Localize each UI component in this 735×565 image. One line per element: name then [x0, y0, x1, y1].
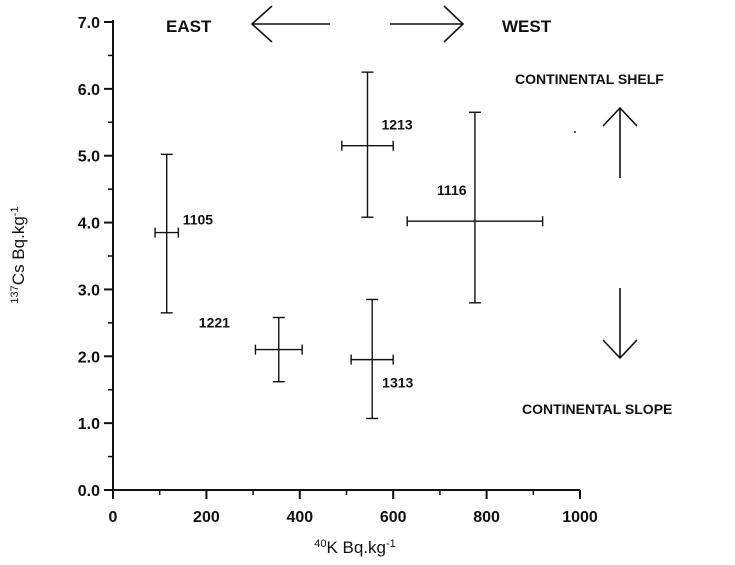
data-point-1221: 1221 [199, 315, 303, 383]
x-tick-label: 1000 [562, 509, 598, 526]
data-point-1116: 1116 [406, 111, 544, 304]
axis-ticks: 0.0 1.0 2.0 3.0 4.0 5.0 6.0 7.0 0 200 400 600 800 100… [78, 15, 598, 526]
x-tick-label: 200 [193, 509, 220, 526]
stray-dot [574, 131, 576, 133]
x-tick-label: 800 [473, 509, 500, 526]
y-tick-label: 2.0 [78, 349, 100, 366]
point-label: 1221 [199, 315, 230, 331]
data-points: 1105 1213 1116 1221 1313 [154, 71, 544, 420]
west-label: WEST [502, 17, 552, 36]
up-arrow-icon [602, 106, 638, 178]
point-label: 1313 [382, 375, 413, 391]
right-arrow-icon [390, 5, 465, 43]
y-tick-label: 5.0 [78, 149, 100, 166]
continental-shelf-label: CONTINENTAL SHELF [515, 71, 664, 87]
y-tick-label: 6.0 [78, 82, 100, 99]
y-tick-label: 0.0 [78, 483, 100, 500]
x-tick-label: 0 [109, 509, 118, 526]
y-tick-label: 1.0 [78, 416, 100, 433]
y-tick-label: 3.0 [78, 282, 100, 299]
y-tick-label: 4.0 [78, 216, 100, 233]
east-label: EAST [166, 17, 212, 36]
y-axis-title: 137Cs Bq.kg-1 [9, 206, 28, 303]
point-label: 1213 [382, 117, 413, 133]
data-point-1213: 1213 [341, 71, 413, 218]
x-axis-title: 40K Bq.kg-1 [314, 538, 396, 557]
x-tick-label: 400 [286, 509, 313, 526]
continental-slope-label: CONTINENTAL SLOPE [522, 401, 672, 417]
data-point-1105: 1105 [154, 153, 214, 314]
y-tick-label: 7.0 [78, 15, 100, 32]
point-label: 1116 [437, 182, 467, 198]
down-arrow-icon [602, 288, 638, 360]
left-arrow-icon [250, 5, 330, 43]
data-point-1313: 1313 [350, 298, 414, 420]
point-label: 1105 [183, 212, 214, 228]
x-tick-label: 600 [380, 509, 407, 526]
